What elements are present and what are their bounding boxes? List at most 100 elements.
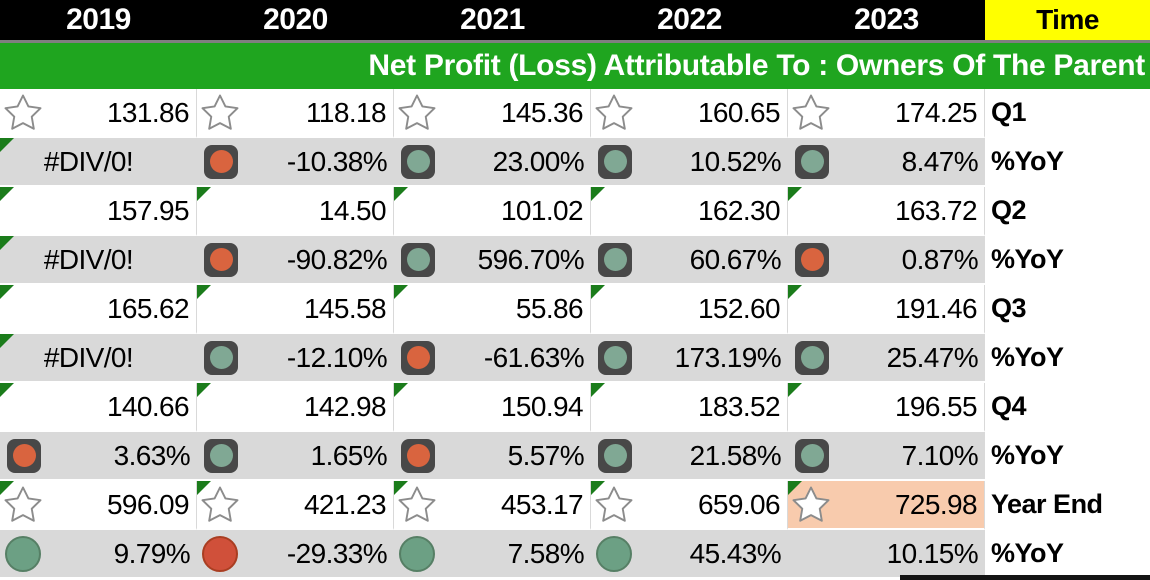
table-row: 157.95 14.50 101.02 162.30 163.72 Q2 <box>0 187 1150 236</box>
table-cell[interactable]: 453.17 <box>394 481 591 530</box>
time-header-cell[interactable]: Time <box>985 0 1150 40</box>
table-cell[interactable]: 60.67% <box>591 236 788 285</box>
cell-value: 191.46 <box>894 292 978 324</box>
cell-value: 183.52 <box>697 390 781 422</box>
table-cell[interactable]: 142.98 <box>197 383 394 432</box>
table-cell[interactable]: 596.09 <box>0 481 197 530</box>
year-header-cell[interactable]: 2021 <box>394 0 591 40</box>
table-cell[interactable]: 145.58 <box>197 285 394 334</box>
table-cell[interactable]: 3.63% <box>0 432 197 481</box>
year-header-row: 2019 2020 2021 2022 2023 Time <box>0 0 1150 40</box>
row-label-cell[interactable]: Q4 <box>985 383 1150 432</box>
table-cell[interactable]: 191.46 <box>788 285 985 334</box>
status-dot <box>406 248 430 271</box>
row-label: Year End <box>991 489 1103 519</box>
table-row: #DIV/0! -12.10% -61.63% 173.19% 25.47% %YoY <box>0 334 1150 383</box>
row-label-cell[interactable]: %YoY <box>985 530 1150 579</box>
table-cell[interactable]: 163.72 <box>788 187 985 236</box>
table-cell[interactable]: -90.82% <box>197 236 394 285</box>
table-cell[interactable]: 25.47% <box>788 334 985 383</box>
traffic-light-green-icon <box>598 242 632 277</box>
cell-value: 196.55 <box>894 390 978 422</box>
traffic-light-red-icon <box>795 242 829 277</box>
table-cell[interactable]: -29.33% <box>197 530 394 579</box>
table-cell[interactable]: 7.58% <box>394 530 591 579</box>
table-cell[interactable]: 725.98 <box>788 481 985 530</box>
year-header-cell[interactable]: 2022 <box>591 0 788 40</box>
table-cell[interactable]: 23.00% <box>394 138 591 187</box>
comment-marker-icon <box>788 285 802 299</box>
comment-marker-icon <box>0 334 14 348</box>
table-cell[interactable]: 183.52 <box>591 383 788 432</box>
table-cell[interactable]: #DIV/0! <box>0 236 197 285</box>
table-cell[interactable]: -10.38% <box>197 138 394 187</box>
table-cell[interactable]: 14.50 <box>197 187 394 236</box>
cell-value: 596.09 <box>106 488 190 520</box>
table-cell[interactable]: 152.60 <box>591 285 788 334</box>
row-label: Q4 <box>991 391 1027 421</box>
cell-value: 25.47% <box>886 341 979 373</box>
row-label-cell[interactable]: %YoY <box>985 138 1150 187</box>
comment-marker-icon <box>394 285 408 299</box>
year-header-label: 2021 <box>460 3 525 36</box>
year-header-label: 2020 <box>263 3 328 36</box>
table-cell[interactable]: 0.87% <box>788 236 985 285</box>
table-cell[interactable]: 165.62 <box>0 285 197 334</box>
table-cell[interactable]: 162.30 <box>591 187 788 236</box>
table-cell[interactable]: 596.70% <box>394 236 591 285</box>
table-cell[interactable]: 196.55 <box>788 383 985 432</box>
table-cell[interactable]: 131.86 <box>0 89 197 138</box>
row-label: %YoY <box>991 342 1064 372</box>
cell-value: 21.58% <box>689 439 782 471</box>
status-dot <box>800 346 824 369</box>
table-cell[interactable]: 7.10% <box>788 432 985 481</box>
status-dot <box>406 346 430 369</box>
row-label-cell[interactable]: %YoY <box>985 432 1150 481</box>
row-label-cell[interactable]: Year End <box>985 481 1150 530</box>
row-label-cell[interactable]: Q3 <box>985 285 1150 334</box>
star-icon <box>591 92 635 134</box>
table-cell[interactable]: 160.65 <box>591 89 788 138</box>
table-cell[interactable]: 140.66 <box>0 383 197 432</box>
status-dot <box>603 150 627 173</box>
circle-green-icon <box>399 535 435 572</box>
row-label-cell[interactable]: Q1 <box>985 89 1150 138</box>
row-label-cell[interactable]: Q2 <box>985 187 1150 236</box>
table-cell[interactable]: 174.25 <box>788 89 985 138</box>
row-label-cell[interactable]: %YoY <box>985 236 1150 285</box>
table-cell[interactable]: 145.36 <box>394 89 591 138</box>
table-cell[interactable]: 1.65% <box>197 432 394 481</box>
table-cell[interactable]: -61.63% <box>394 334 591 383</box>
table-cell[interactable]: -12.10% <box>197 334 394 383</box>
table-cell[interactable]: 101.02 <box>394 187 591 236</box>
table-cell[interactable]: 9.79% <box>0 530 197 579</box>
row-label-cell[interactable]: %YoY <box>985 334 1150 383</box>
year-header-label: 2019 <box>66 3 131 36</box>
cell-value: -61.63% <box>483 341 585 373</box>
table-cell[interactable]: #DIV/0! <box>0 138 197 187</box>
table-cell[interactable]: 21.58% <box>591 432 788 481</box>
page-title: Net Profit (Loss) Attributable To : Owne… <box>368 49 1145 82</box>
table-cell[interactable]: 10.52% <box>591 138 788 187</box>
table-cell[interactable]: 157.95 <box>0 187 197 236</box>
year-header-cell[interactable]: 2023 <box>788 0 985 40</box>
table-cell[interactable]: 5.57% <box>394 432 591 481</box>
table-cell[interactable]: 150.94 <box>394 383 591 432</box>
table-cell[interactable]: 55.86 <box>394 285 591 334</box>
table-cell[interactable]: 118.18 <box>197 89 394 138</box>
comment-marker-icon <box>591 481 605 495</box>
cell-value: 145.36 <box>500 96 584 128</box>
table-cell[interactable]: 45.43% <box>591 530 788 579</box>
table-cell[interactable]: 421.23 <box>197 481 394 530</box>
table-cell[interactable]: 10.15% <box>788 530 985 579</box>
year-header-cell[interactable]: 2019 <box>0 0 197 40</box>
table-cell[interactable]: 173.19% <box>591 334 788 383</box>
table-cell[interactable]: 659.06 <box>591 481 788 530</box>
table-cell[interactable]: 8.47% <box>788 138 985 187</box>
table-cell[interactable]: #DIV/0! <box>0 334 197 383</box>
year-header-cell[interactable]: 2020 <box>197 0 394 40</box>
year-header-label: 2022 <box>657 3 722 36</box>
status-dot <box>209 150 233 173</box>
cell-value: -10.38% <box>286 145 388 177</box>
